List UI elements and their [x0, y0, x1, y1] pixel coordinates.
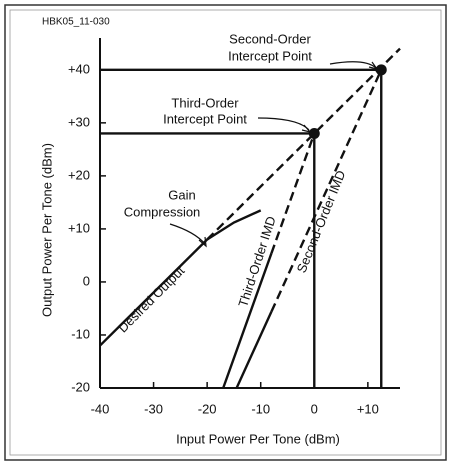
annotation: Third-Order — [171, 95, 239, 110]
y-axis-label: Output Power Per Tone (dBm) — [39, 143, 54, 317]
x-axis-label: Input Power Per Tone (dBm) — [176, 431, 340, 446]
y-tick-label: +10 — [68, 220, 90, 235]
line — [206, 209, 262, 241]
annotation: Gain — [168, 187, 195, 202]
x-tick-label: -30 — [144, 401, 163, 416]
y-tick-label: +30 — [68, 114, 90, 129]
y-tick-label: 0 — [83, 273, 90, 288]
arrow — [329, 61, 377, 69]
line — [99, 238, 208, 347]
x-tick-label: 0 — [311, 401, 318, 416]
figure-code: HBK05_11-030 — [42, 17, 110, 28]
annotation: Desired Output — [115, 263, 188, 336]
inner-frame — [9, 9, 442, 456]
arrow — [257, 117, 310, 131]
x-tick-label: +10 — [357, 401, 379, 416]
intercept-point — [375, 64, 387, 76]
y-tick-label: -20 — [71, 379, 90, 394]
intercept-point — [308, 127, 320, 139]
y-tick-label: +20 — [68, 167, 90, 182]
annotation: Second-Order IMD — [294, 168, 349, 275]
x-tick-label: -10 — [251, 401, 270, 416]
line — [222, 252, 273, 389]
line — [270, 133, 316, 254]
annotation: Intercept Point — [228, 48, 312, 63]
y-tick-label: -10 — [71, 326, 90, 341]
line — [270, 69, 383, 313]
y-tick-label: +40 — [68, 61, 90, 76]
frame — [4, 4, 447, 461]
annotation: Second-Order — [229, 31, 311, 46]
annotation: Compression — [124, 204, 201, 219]
annotation: Intercept Point — [163, 111, 247, 126]
x-tick-label: -20 — [198, 401, 217, 416]
line — [206, 47, 401, 241]
x-tick-label: -40 — [91, 401, 110, 416]
line — [235, 311, 273, 389]
